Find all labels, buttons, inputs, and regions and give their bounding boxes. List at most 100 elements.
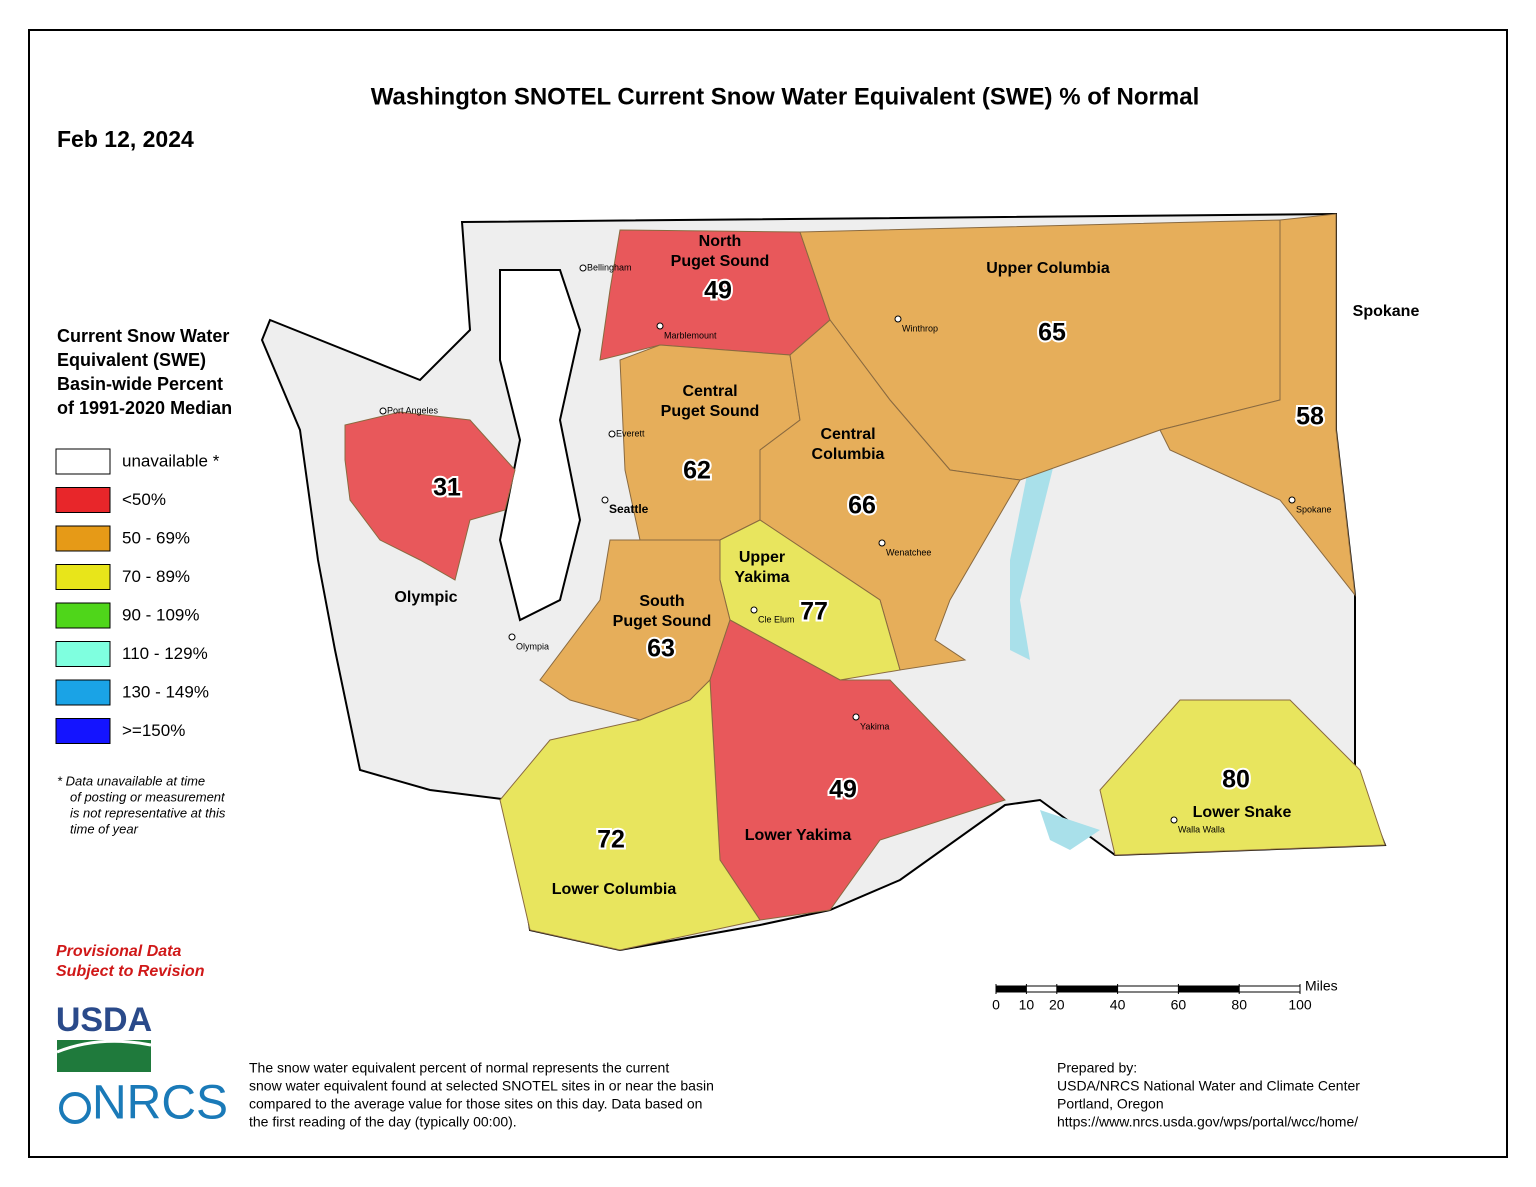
legend-label: 50 - 69% xyxy=(122,528,190,547)
scale-label: 10 xyxy=(1019,997,1035,1013)
basin-area xyxy=(1159,213,1356,597)
legend-label: 130 - 149% xyxy=(122,682,209,701)
basin-value: 65 xyxy=(1038,319,1066,347)
basin-name: Puget Sound xyxy=(661,403,760,420)
basin-name: Columbia xyxy=(812,446,885,463)
basin-value: 62 xyxy=(683,457,711,485)
city-label: Spokane xyxy=(1296,504,1332,514)
city-label: Marblemount xyxy=(664,330,717,340)
basin-area xyxy=(759,319,1021,671)
legend-swatch xyxy=(55,525,111,552)
puget-sound-water xyxy=(498,269,582,622)
city-dot xyxy=(878,539,886,547)
basin-value: 49 xyxy=(704,277,732,305)
scale-segment xyxy=(1178,986,1240,992)
basin-name: Olympic xyxy=(394,589,457,606)
scale-label: 100 xyxy=(1288,997,1312,1013)
basin-name: Puget Sound xyxy=(613,613,712,630)
city-dot xyxy=(579,264,587,272)
provisional-note: Subject to Revision xyxy=(56,963,205,980)
basins xyxy=(344,213,1386,951)
legend-swatch xyxy=(55,564,111,590)
scale-label: 40 xyxy=(1110,997,1126,1013)
basin-name: Upper Columbia xyxy=(986,260,1110,277)
city-dot xyxy=(601,496,609,504)
prepared-by: USDA/NRCS National Water and Climate Cen… xyxy=(1057,1078,1360,1094)
legend-title: of 1991-2020 Median xyxy=(57,398,232,418)
legend-label: >=150% xyxy=(122,721,185,740)
city-label: Wenatchee xyxy=(886,547,931,557)
city-label: Winthrop xyxy=(902,323,938,333)
scale-label: 0 xyxy=(992,997,1000,1013)
basin-value: 49 xyxy=(829,776,857,804)
basin-name: Central xyxy=(820,426,875,443)
legend-footnote: time of year xyxy=(70,821,139,836)
legend-label: 90 - 109% xyxy=(122,605,200,624)
labels: North Puget Sound 49 Upper Columbia 65 Spokan… xyxy=(379,233,1420,898)
legend-swatch xyxy=(55,448,111,475)
city-label: Walla Walla xyxy=(1178,824,1225,834)
city-label: Bellingham xyxy=(587,262,632,272)
city-label: Seattle xyxy=(609,502,649,516)
prepared-by: https://www.nrcs.usda.gov/wps/portal/wcc… xyxy=(1057,1114,1358,1130)
city-dot xyxy=(379,407,387,415)
legend-title: Equivalent (SWE) xyxy=(57,350,206,370)
basin-value: 77 xyxy=(800,598,828,626)
usda-logo-stripe xyxy=(56,1039,152,1054)
city-dot xyxy=(852,713,860,721)
scale-bar-frame xyxy=(995,985,1301,993)
legend-swatch xyxy=(55,679,111,706)
basin-value: 58 xyxy=(1296,403,1324,431)
scale-bar: 0 10 20 40 60 80 100 Miles xyxy=(992,978,1338,1013)
legend-swatch xyxy=(55,487,111,513)
basin-value: 63 xyxy=(647,635,675,663)
basin-area xyxy=(499,678,761,951)
legend-swatch xyxy=(55,641,111,667)
scale-label: 20 xyxy=(1049,997,1065,1013)
legend-title: Basin-wide Percent xyxy=(57,374,223,394)
city-dot xyxy=(656,322,664,330)
basin-value: 80 xyxy=(1222,766,1250,794)
city-dot xyxy=(1288,496,1296,504)
nrcs-logo: NRCS xyxy=(92,1077,228,1130)
basin-name: Puget Sound xyxy=(671,253,770,270)
basin-name: North xyxy=(699,233,742,250)
basin-area xyxy=(1099,699,1386,856)
description: the first reading of the day (typically … xyxy=(249,1114,517,1130)
city-dot xyxy=(608,430,616,438)
scale-label: 60 xyxy=(1171,997,1187,1013)
map-title: Washington SNOTEL Current Snow Water Equ… xyxy=(371,83,1199,110)
prepared-by: Prepared by: xyxy=(1057,1060,1137,1076)
legend-swatch xyxy=(55,718,111,744)
basin-name: Upper xyxy=(739,549,785,566)
city-dot xyxy=(508,633,516,641)
description: The snow water equivalent percent of nor… xyxy=(249,1060,669,1076)
basin-value: 31 xyxy=(433,474,461,502)
nrcs-drop xyxy=(59,1092,91,1124)
legend-label: <50% xyxy=(122,490,166,509)
city-dot xyxy=(894,315,902,323)
description: compared to the average value for those … xyxy=(249,1096,702,1112)
basin-name: Lower Columbia xyxy=(552,881,677,898)
city-label: Yakima xyxy=(860,721,889,731)
basin-name: Central xyxy=(682,383,737,400)
scale-segment xyxy=(1056,986,1118,992)
scale-label: 80 xyxy=(1231,997,1247,1013)
city-label: Cle Elum xyxy=(758,614,795,624)
legend-footnote: of posting or measurement xyxy=(70,789,226,804)
city-label: Port Angeles xyxy=(387,405,439,415)
provisional-note: Provisional Data xyxy=(56,943,181,960)
basin-name: Yakima xyxy=(734,569,789,586)
snake-river xyxy=(1040,810,1100,850)
basin-name: South xyxy=(639,593,684,610)
map-date: Feb 12, 2024 xyxy=(57,126,194,152)
basin-area xyxy=(344,411,516,581)
basin-name: Spokane xyxy=(1353,303,1420,320)
legend: Current Snow Water Equivalent (SWE) Basin-… xyxy=(55,326,1360,1130)
legend-footnote: is not representative at this xyxy=(70,805,226,820)
basin-value: 72 xyxy=(597,826,625,854)
scale-unit: Miles xyxy=(1305,978,1338,994)
legend-title: Current Snow Water xyxy=(57,326,229,346)
usda-logo: USDA xyxy=(56,1001,152,1039)
